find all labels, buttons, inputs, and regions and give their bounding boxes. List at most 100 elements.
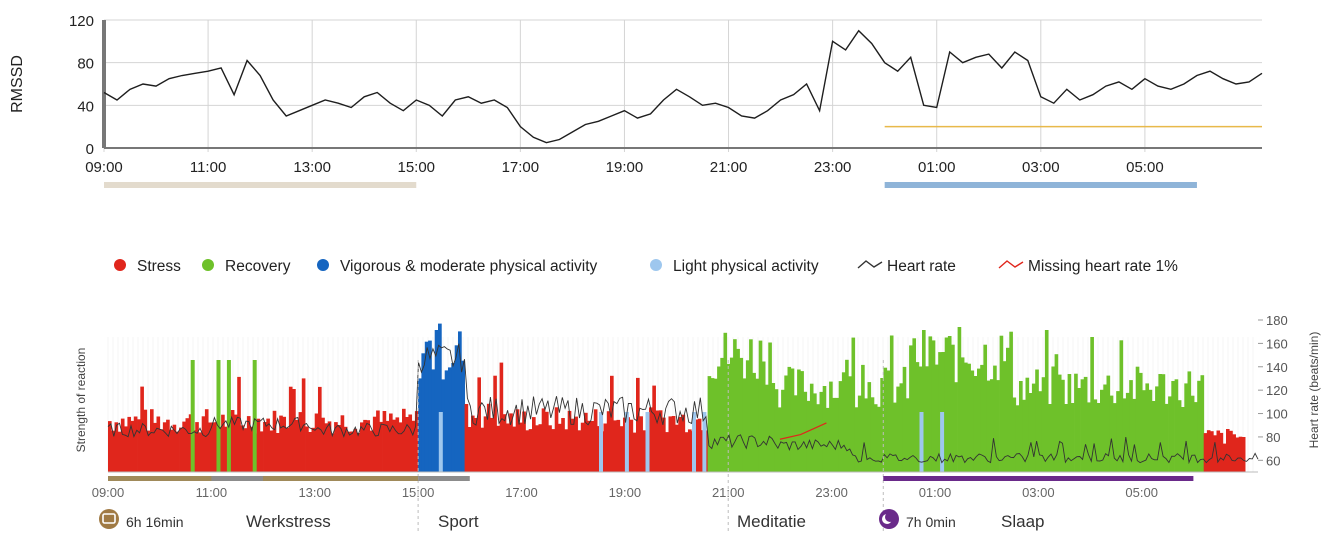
reaction-bar — [838, 381, 843, 472]
legend-label: Light physical activity — [673, 258, 819, 275]
reaction-bar — [392, 419, 396, 472]
reaction-bar — [179, 427, 183, 472]
reaction-bar — [713, 378, 718, 472]
reaction-bar — [902, 366, 907, 472]
reaction-bar — [684, 432, 689, 472]
reaction-bar — [745, 360, 750, 472]
rmssd-xtick-label: 05:00 — [1126, 159, 1164, 176]
reaction-bar — [777, 407, 782, 472]
reaction-bar — [1038, 391, 1043, 472]
reaction-bar — [610, 375, 614, 472]
reaction-bar — [311, 427, 316, 472]
reaction-bar — [854, 407, 859, 472]
rmssd-xtick-label: 11:00 — [190, 159, 226, 176]
reaction-bar — [1226, 429, 1230, 472]
reaction-bar — [208, 422, 212, 472]
reaction-bar — [483, 416, 488, 472]
reaction-bar — [405, 417, 409, 472]
reaction-bar — [114, 422, 119, 472]
reaction-bar — [1206, 430, 1211, 472]
reaction-bar — [182, 421, 186, 472]
reaction-bar — [1129, 380, 1133, 472]
reaction-bar — [642, 430, 647, 472]
reaction-bar — [832, 397, 836, 472]
reaction-bar — [451, 363, 456, 472]
reaction-bar — [1087, 402, 1091, 472]
reaction-bar — [382, 411, 387, 472]
rmssd-xtick-label: 01:00 — [918, 159, 956, 176]
reaction-bar — [905, 398, 910, 472]
reaction-bar — [506, 423, 510, 472]
reaction-bar — [285, 427, 290, 472]
reaction-bar — [379, 421, 383, 472]
legend-marker — [650, 259, 662, 271]
reaction-bar — [127, 416, 132, 472]
reaction-bar — [522, 411, 526, 472]
reaction-bar — [1090, 337, 1094, 472]
reaction-bar — [477, 377, 481, 472]
reaction-bar — [787, 366, 792, 472]
reaction-bar — [1106, 375, 1111, 472]
reaction-bar — [873, 404, 878, 472]
reaction-bar — [649, 407, 653, 472]
reaction-bar — [398, 422, 403, 472]
reaction-bar — [269, 430, 274, 472]
reaction-bar — [360, 422, 364, 472]
reaction-bar — [983, 344, 988, 472]
reaction-bar — [1031, 383, 1036, 472]
moon-icon — [885, 512, 895, 522]
reaction-bar — [957, 327, 962, 472]
reaction-bar — [1174, 379, 1179, 472]
reaction-bar — [790, 368, 795, 472]
reaction-bar — [124, 426, 128, 472]
rmssd-xtick-label: 13:00 — [293, 159, 331, 176]
reaction-bar — [720, 357, 724, 472]
reaction-bar — [221, 414, 225, 472]
reaction-bar — [577, 430, 582, 472]
reaction-bar — [190, 360, 195, 472]
reaction-bar — [925, 366, 929, 472]
reaction-bar — [1151, 401, 1156, 472]
reaction-bar — [343, 426, 348, 472]
reaction-bar — [1210, 431, 1214, 472]
reaction-bar — [117, 431, 122, 472]
reaction-bar — [996, 380, 1000, 472]
reaction-bar — [1200, 375, 1205, 472]
reaction-bar — [1044, 330, 1049, 472]
reaction-bar — [305, 426, 309, 472]
reaction-bar — [655, 410, 660, 472]
reaction-bar — [960, 357, 965, 472]
reaction-bar — [899, 383, 904, 472]
reaction-bar — [350, 431, 354, 472]
reaction-bar — [324, 423, 329, 472]
bottom-xtick-label: 01:00 — [919, 485, 952, 500]
reaction-bar — [421, 353, 426, 472]
reaction-bar — [733, 339, 737, 472]
rmssd-ytick-label: 0 — [86, 141, 94, 158]
reaction-bar — [1083, 376, 1088, 472]
reaction-bar — [765, 384, 769, 472]
reaction-bar — [797, 369, 801, 472]
reaction-bar — [1041, 377, 1046, 472]
reaction-bar — [156, 416, 161, 472]
reaction-bar — [629, 419, 634, 472]
reaction-bar — [490, 417, 494, 472]
reaction-bar — [1142, 390, 1146, 472]
annotation-label: Meditatie — [737, 512, 806, 531]
reaction-bar — [1235, 437, 1240, 472]
legend-line-marker — [998, 260, 1024, 269]
reaction-bar — [1019, 381, 1023, 472]
reaction-bar — [133, 416, 138, 472]
bottom-xtick-label: 17:00 — [505, 485, 538, 500]
reaction-bar — [652, 385, 656, 472]
reaction-bar — [1093, 399, 1098, 472]
reaction-bar — [321, 417, 325, 472]
reaction-bar — [678, 416, 682, 472]
reaction-bar — [162, 422, 167, 472]
reaction-bar — [681, 414, 686, 472]
hr-ytick-label: 80 — [1266, 430, 1280, 445]
reaction-bar — [1164, 403, 1169, 472]
reaction-bar — [702, 412, 707, 472]
reaction-bar — [954, 382, 958, 472]
